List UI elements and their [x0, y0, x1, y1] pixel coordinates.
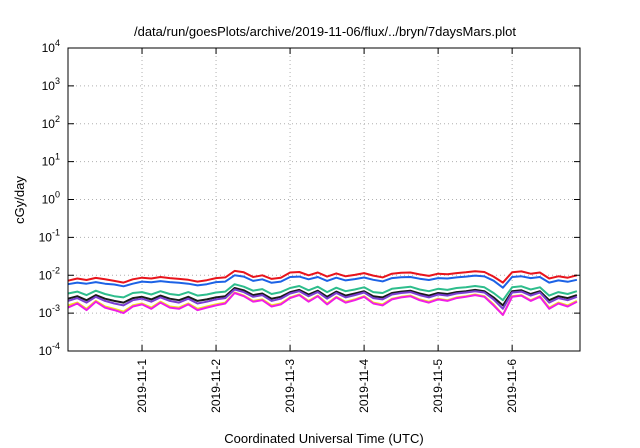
series-line-5 [67, 288, 578, 310]
y-tick-label: 10-4 [39, 341, 60, 358]
x-tick-label: 2019-11-1 [135, 359, 149, 413]
series-line-2 [67, 274, 578, 289]
y-tick-label: 10-1 [39, 227, 60, 244]
y-tick-label: 103 [42, 76, 60, 93]
y-tick-label: 10-3 [39, 303, 60, 320]
x-tick-label: 2019-11-2 [209, 359, 223, 413]
series-line-7 [67, 292, 578, 316]
axis-ticks [68, 47, 580, 352]
y-tick-label: 100 [42, 190, 60, 207]
y-tick-label: 102 [42, 114, 60, 131]
x-tick-label: 2019-11-6 [505, 359, 519, 413]
y-tick-label: 104 [42, 38, 60, 55]
y-tick-label: 10-2 [39, 265, 60, 282]
series-line-3 [67, 283, 578, 302]
x-tick-labels: 2019-11-1 2019-11-2 2019-11-3 2019-11-4 2019… [135, 359, 519, 413]
series-layer [67, 269, 578, 316]
x-tick-label: 2019-11-4 [357, 359, 371, 413]
series-line-1 [67, 269, 578, 284]
x-tick-label: 2019-11-5 [431, 359, 445, 413]
series-line-4 [67, 287, 578, 307]
x-tick-label: 2019-11-3 [283, 359, 297, 413]
y-tick-label: 101 [42, 152, 60, 169]
x-axis-label: Coordinated Universal Time (UTC) [224, 431, 423, 446]
y-axis-label: cGy/day [12, 176, 27, 224]
chart-title: /data/run/goesPlots/archive/2019-11-06/f… [134, 24, 516, 39]
y-tick-labels: 10-4 10-3 10-2 10-1 100 101 102 103 104 [39, 38, 60, 358]
